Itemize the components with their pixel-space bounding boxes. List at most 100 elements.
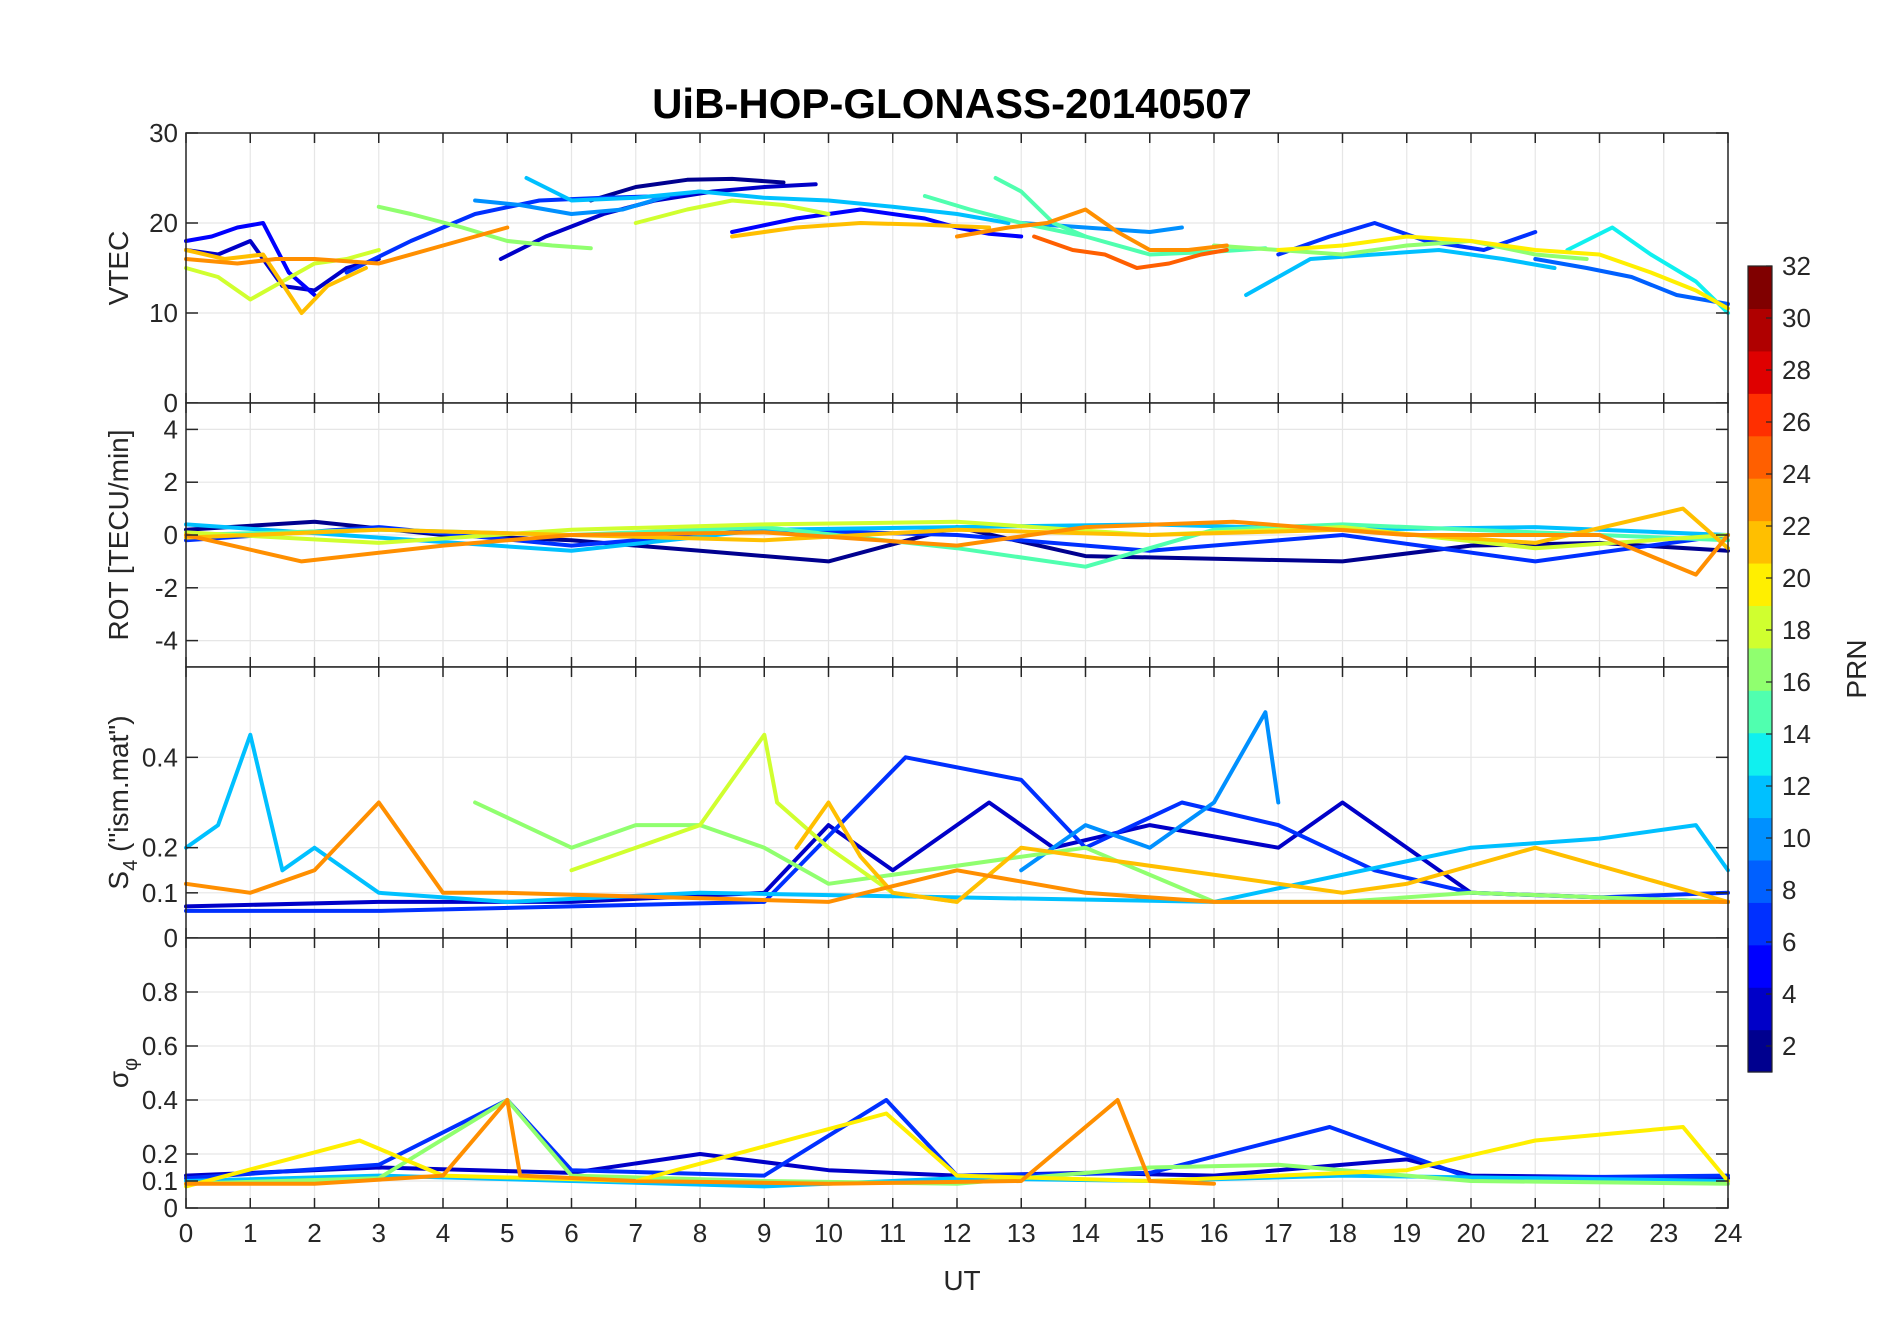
series-group	[184, 1098, 1730, 1189]
colorbar-tick-label: 18	[1782, 615, 1811, 645]
colorbar-segment	[1748, 605, 1772, 649]
x-axis-label: UT	[943, 1265, 980, 1296]
series-line-prn-16	[473, 800, 1730, 904]
x-tick-label: 10	[814, 1218, 843, 1248]
y-tick-label: 4	[164, 414, 178, 444]
colorbar-segment	[1748, 562, 1772, 606]
colorbar-segment	[1748, 647, 1772, 691]
y-axis-label-s4: S4 ("ism.mat")	[103, 715, 142, 889]
series-line-prn-21	[730, 221, 992, 239]
x-tick-label: 13	[1007, 1218, 1036, 1248]
colorbar-segment	[1748, 266, 1772, 310]
y-axis-label-rot: ROT [TECU/min]	[103, 429, 134, 640]
x-tick-label: 3	[372, 1218, 386, 1248]
x-tick-label: 19	[1392, 1218, 1421, 1248]
colorbar-tick-label: 4	[1782, 979, 1796, 1009]
y-tick-label: 10	[149, 298, 178, 328]
x-tick-label: 20	[1457, 1218, 1486, 1248]
panel-vtec: 0 10 20 30 VTEC	[103, 118, 1730, 418]
series-line-prn-1	[588, 176, 786, 203]
colorbar-segment	[1748, 690, 1772, 734]
series-line-prn-24	[184, 1098, 1216, 1186]
colorbar-segment	[1748, 775, 1772, 819]
y-ticks: -4 -2 0 2 4	[155, 414, 1728, 656]
colorbar-tick-label: 20	[1782, 563, 1811, 593]
y-tick-label: -4	[155, 626, 178, 656]
x-tick-label: 4	[436, 1218, 450, 1248]
series-line-prn-25	[1032, 234, 1229, 270]
x-tick-label: 12	[943, 1218, 972, 1248]
panel-rot: -4 -2 0 2 4 ROT [TECU/min]	[103, 402, 1730, 668]
colorbar-tick-label: 16	[1782, 667, 1811, 697]
y-tick-label: 2	[164, 467, 178, 497]
series-group	[184, 176, 1730, 315]
colorbar-tick-label: 12	[1782, 771, 1811, 801]
colorbar-tick-label: 10	[1782, 823, 1811, 853]
colorbar-tick-label: 28	[1782, 355, 1811, 385]
x-tick-label: 6	[564, 1218, 578, 1248]
x-tick-label: 8	[693, 1218, 707, 1248]
series-line-prn-20	[1276, 234, 1730, 311]
x-tick-label: 17	[1264, 1218, 1293, 1248]
colorbar-tick-label: 6	[1782, 927, 1796, 957]
colorbar-tick-label: 8	[1782, 875, 1796, 905]
series-line-prn-22	[184, 248, 368, 315]
x-ticks	[185, 133, 1729, 403]
colorbar-segment	[1748, 478, 1772, 522]
y-tick-label: 0.6	[142, 1031, 178, 1061]
y-tick-label: 0	[164, 1193, 178, 1223]
x-tick-label: 14	[1071, 1218, 1100, 1248]
colorbar-segment	[1748, 308, 1772, 352]
y-tick-label: 0.2	[142, 1139, 178, 1169]
colorbar-tick-label: 14	[1782, 719, 1811, 749]
x-tick-label: 1	[243, 1218, 257, 1248]
series-line-prn-19	[569, 732, 959, 904]
series-line-prn-4	[730, 207, 1024, 239]
x-tick-label: 0	[179, 1218, 193, 1248]
y-tick-label: 0.4	[142, 1085, 178, 1115]
series-group	[184, 506, 1730, 577]
x-tick-label: 2	[307, 1218, 321, 1248]
x-tick-label: 22	[1585, 1218, 1614, 1248]
series-line-prn-9	[1019, 710, 1281, 873]
colorbar-segment	[1748, 435, 1772, 479]
y-tick-label: 0.1	[142, 878, 178, 908]
x-tick-label: 11	[879, 1218, 906, 1248]
y-tick-label: 0.1	[142, 1166, 178, 1196]
colorbar-tick-label: 32	[1782, 251, 1811, 281]
colorbar-segment	[1748, 1029, 1772, 1073]
series-line-prn-24	[184, 519, 1730, 577]
x-tick-label: 16	[1200, 1218, 1229, 1248]
x-tick-label: 9	[757, 1218, 771, 1248]
series-line-prn-2	[184, 800, 1730, 909]
colorbar-segment	[1748, 902, 1772, 946]
x-ticks	[185, 403, 1729, 667]
x-tick-label: 5	[500, 1218, 514, 1248]
colorbar-tick-label: 2	[1782, 1031, 1796, 1061]
colorbar-segment	[1748, 859, 1772, 903]
y-axis-label-vtec: VTEC	[103, 231, 134, 306]
panel-sigma_phi: 00.10.2 0.4 0.6 0.8 σφ	[103, 937, 1730, 1223]
y-tick-label: 0	[164, 923, 178, 953]
x-tick-label: 23	[1649, 1218, 1678, 1248]
y-tick-label: 0.8	[142, 977, 178, 1007]
series-line-prn-9	[473, 194, 670, 216]
x-ticks	[185, 667, 1729, 938]
x-tick-label: 21	[1521, 1218, 1550, 1248]
y-tick-label: 30	[149, 118, 178, 148]
y-tick-label: -2	[155, 573, 178, 603]
series-line-prn-6	[184, 1098, 1730, 1181]
colorbar-segment	[1748, 732, 1772, 776]
x-ticks	[185, 938, 1729, 1208]
series-line-prn-13	[1565, 225, 1730, 315]
colorbar-tick-label: 30	[1782, 303, 1811, 333]
series-line-prn-12	[524, 176, 1011, 225]
y-tick-label: 0.2	[142, 833, 178, 863]
colorbar-frame	[1747, 265, 1773, 1073]
x-tick-label: 24	[1714, 1218, 1743, 1248]
y-tick-label: 20	[149, 208, 178, 238]
grid	[185, 667, 1729, 939]
series-line-prn-24	[184, 800, 1730, 904]
y-ticks: 00.10.2 0.4 0.6 0.8	[142, 977, 1728, 1223]
